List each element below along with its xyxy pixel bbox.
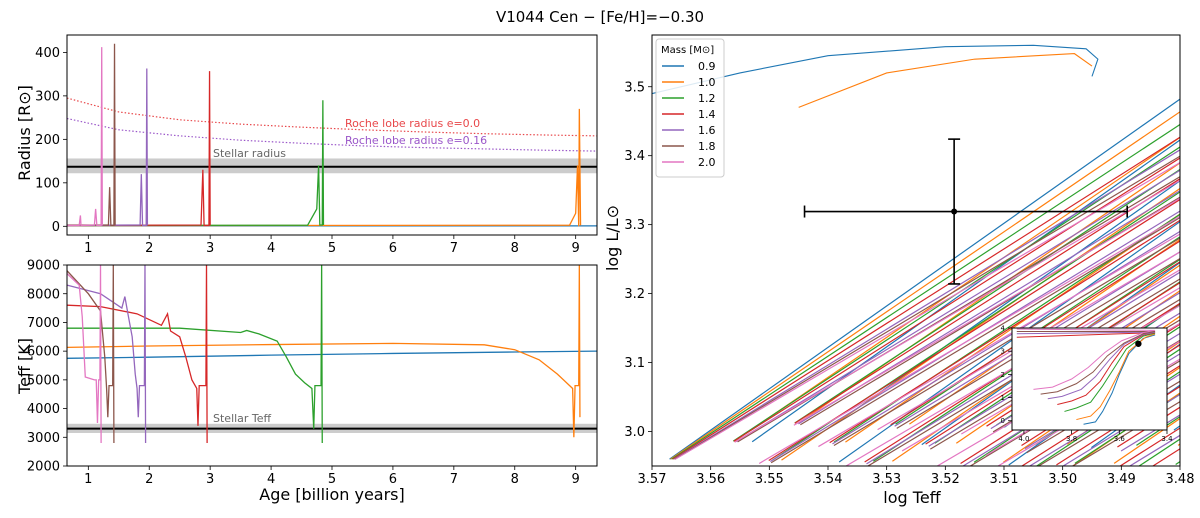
x-tick-label: 3.50 bbox=[1048, 472, 1077, 487]
radius-series-1-8 bbox=[67, 44, 115, 226]
inset-background bbox=[1012, 328, 1167, 430]
x-tick-label: 4.0 bbox=[1018, 435, 1029, 443]
inset-observed-point bbox=[1135, 341, 1141, 347]
y-tick-label: 2000 bbox=[27, 460, 60, 475]
legend-label-1-0: 1.0 bbox=[698, 76, 716, 89]
radius-series-2-0 bbox=[67, 47, 102, 225]
legend-label-2-0: 2.0 bbox=[698, 156, 716, 169]
teff-series-2-0 bbox=[67, 265, 101, 443]
plot-frame bbox=[67, 265, 597, 466]
roche-e0-label: Roche lobe radius e=0.0 bbox=[345, 117, 480, 130]
legend-label-1-2: 1.2 bbox=[698, 92, 716, 105]
legend-label-1-6: 1.6 bbox=[698, 124, 716, 137]
hr-ylabel: log L/L⊙ bbox=[603, 205, 622, 271]
y-tick-label: 0 bbox=[1001, 417, 1005, 425]
x-tick-label: 3.53 bbox=[872, 472, 901, 487]
y-tick-label: 0 bbox=[52, 220, 60, 235]
hr-track-1-0 bbox=[1178, 107, 1200, 446]
x-tick-label: 3.52 bbox=[931, 472, 960, 487]
radius-plot-area bbox=[67, 44, 597, 227]
observed-point bbox=[951, 209, 957, 215]
y-tick-label: 7000 bbox=[27, 316, 60, 331]
hr-legend: Mass [M⊙] 0.9 1.0 1.2 1.4 1.6 1.8 2.0 bbox=[656, 39, 724, 177]
y-tick-label: 300 bbox=[35, 89, 60, 104]
y-tick-label: 8000 bbox=[27, 287, 60, 302]
legend-title: Mass [M⊙] bbox=[661, 45, 714, 56]
x-tick-label: 3 bbox=[206, 241, 214, 256]
figure-title: V1044 Cen − [Fe/H]=−0.30 bbox=[496, 8, 704, 26]
y-tick-label: 9000 bbox=[27, 259, 60, 274]
teff-plot-area bbox=[67, 265, 597, 443]
x-tick-label: 3.55 bbox=[755, 472, 784, 487]
hr-xlabel: log Teff bbox=[883, 488, 941, 507]
y-tick-label: 3.2 bbox=[624, 287, 645, 302]
y-tick-label: 200 bbox=[35, 133, 60, 148]
y-tick-label: 3 bbox=[1001, 348, 1005, 356]
x-tick-label: 8 bbox=[511, 241, 519, 256]
x-tick-label: 9 bbox=[572, 241, 580, 256]
legend-label-1-4: 1.4 bbox=[698, 108, 716, 121]
x-tick-label: 9 bbox=[572, 472, 580, 487]
x-tick-label: 7 bbox=[450, 472, 458, 487]
x-tick-label: 2 bbox=[145, 241, 153, 256]
x-tick-label: 3.4 bbox=[1161, 435, 1173, 443]
radius-panel: Roche lobe radius e=0.0 Roche lobe radius… bbox=[35, 35, 597, 256]
roche-e016-label: Roche lobe radius e=0.16 bbox=[345, 134, 487, 147]
y-tick-label: 400 bbox=[35, 46, 60, 61]
x-tick-label: 6 bbox=[389, 241, 397, 256]
x-tick-label: 4 bbox=[267, 241, 275, 256]
x-tick-label: 1 bbox=[84, 472, 92, 487]
x-tick-label: 3.8 bbox=[1066, 435, 1077, 443]
radius-series-1-6 bbox=[67, 68, 147, 225]
hr-track-1-2 bbox=[1176, 79, 1200, 465]
teff-ylabel: Teff [K] bbox=[15, 338, 34, 395]
x-tick-label: 3.56 bbox=[696, 472, 725, 487]
teff-series-0-9 bbox=[67, 351, 597, 358]
stellar-radius-label: Stellar radius bbox=[213, 147, 286, 160]
age-xlabel: Age [billion years] bbox=[259, 485, 405, 504]
x-tick-label: 3.6 bbox=[1114, 435, 1126, 443]
x-tick-label: 5 bbox=[328, 241, 336, 256]
radius-ylabel: Radius [R⊙] bbox=[15, 85, 34, 181]
legend-label-1-8: 1.8 bbox=[698, 140, 716, 153]
stellar-teff-label: Stellar Teff bbox=[213, 412, 272, 425]
x-tick-label: 3.57 bbox=[638, 472, 667, 487]
y-tick-label: 3000 bbox=[27, 431, 60, 446]
y-tick-label: 100 bbox=[35, 176, 60, 191]
y-tick-label: 3.1 bbox=[624, 356, 645, 371]
hr-loop-1-0 bbox=[799, 54, 1092, 108]
hr-inset: 4.0 3.8 3.6 3.4 0 1 2 3 4 bbox=[1001, 324, 1174, 443]
hr-track-0-9 bbox=[1178, 60, 1200, 468]
y-tick-label: 4 bbox=[1001, 324, 1006, 332]
x-tick-label: 3.51 bbox=[990, 472, 1019, 487]
y-tick-label: 3.5 bbox=[624, 80, 645, 95]
y-tick-label: 3.3 bbox=[624, 218, 645, 233]
x-tick-label: 3.48 bbox=[1166, 472, 1195, 487]
radius-series-1-4 bbox=[67, 71, 210, 225]
x-tick-label: 3 bbox=[206, 472, 214, 487]
y-tick-label: 4000 bbox=[27, 402, 60, 417]
x-tick-label: 2 bbox=[145, 472, 153, 487]
x-tick-label: 1 bbox=[84, 241, 92, 256]
teff-series-1-2 bbox=[67, 265, 322, 443]
y-tick-label: 1 bbox=[1001, 394, 1005, 402]
legend-label-0-9: 0.9 bbox=[698, 60, 716, 73]
y-tick-label: 3.0 bbox=[624, 425, 645, 440]
teff-series-1-4 bbox=[67, 265, 207, 443]
x-tick-label: 3.49 bbox=[1107, 472, 1136, 487]
y-tick-label: 2 bbox=[1001, 371, 1005, 379]
y-tick-label: 3.4 bbox=[624, 149, 645, 164]
x-tick-label: 8 bbox=[511, 472, 519, 487]
x-tick-label: 7 bbox=[450, 241, 458, 256]
teff-series-1-6 bbox=[67, 265, 146, 443]
hr-panel: Mass [M⊙] 0.9 1.0 1.2 1.4 1.6 1.8 2.0 3.57 3.56 3.… bbox=[624, 32, 1200, 494]
x-tick-label: 3.54 bbox=[814, 472, 843, 487]
